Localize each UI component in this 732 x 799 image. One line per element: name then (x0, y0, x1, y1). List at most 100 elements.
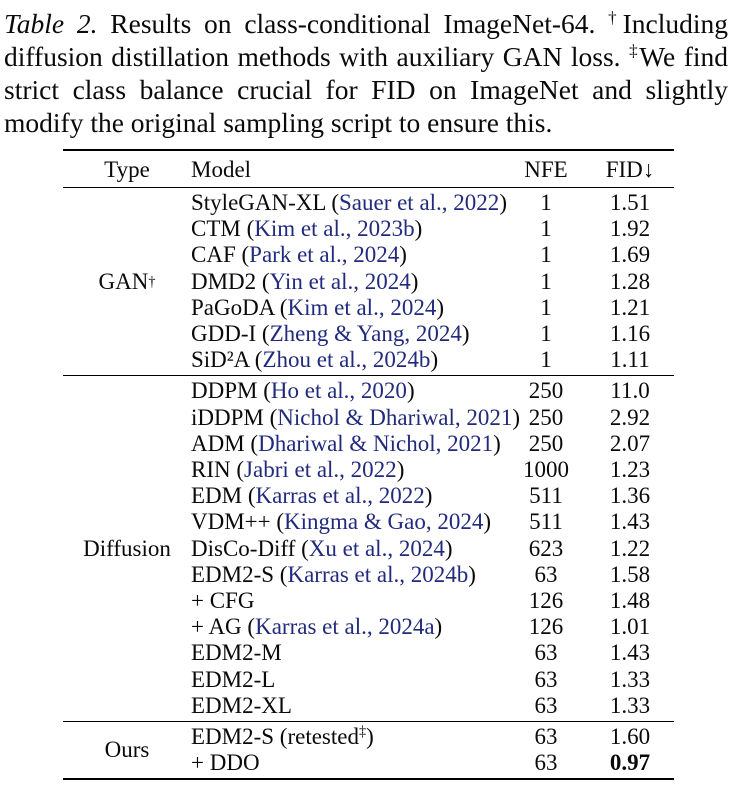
citation-link[interactable]: Ho et al., 2020 (270, 378, 407, 404)
model-name-close: ) (424, 483, 433, 509)
fid-value: 1.58 (609, 561, 651, 587)
nfe-value: 1 (540, 190, 552, 215)
nfe-value: 250 (528, 430, 564, 456)
type-label: Ours (63, 724, 191, 776)
fid-value: 1.92 (609, 216, 651, 242)
model-cell: + AG (Karras et al., 2024a) (191, 614, 506, 640)
nfe-value: 250 (528, 378, 564, 404)
table-row: SiD²A (Zhou et al., 2024b) 1 1.11 (191, 347, 674, 373)
model-name: EDM2-L (191, 666, 276, 692)
citation-link[interactable]: Park et al., 2024 (249, 242, 400, 268)
fid-value: 1.36 (609, 483, 651, 509)
model-cell: RIN (Jabri et al., 2022) (191, 457, 506, 483)
nfe-value: 1000 (523, 457, 569, 483)
citation-link[interactable]: Karras et al., 2022 (255, 483, 425, 509)
model-name-close: ) (483, 509, 492, 535)
model-cell: VDM++ (Kingma & Gao, 2024) (191, 509, 506, 535)
table-row: DDPM (Ho et al., 2020) 250 11.0 (191, 378, 674, 404)
citation-link[interactable]: Zheng & Yang, 2024 (269, 321, 462, 347)
fid-value: 1.48 (609, 588, 651, 614)
type-label: Diffusion (63, 378, 191, 719)
model-name: DisCo-Diff ( (191, 535, 309, 561)
fid-value: 1.01 (609, 614, 651, 640)
model-cell: DDPM (Ho et al., 2020) (191, 378, 506, 404)
type-label-text: GAN (98, 268, 149, 294)
table-body: GAN † StyleGAN-XL (Sauer et al., 2022) 1 1.5… (63, 188, 674, 778)
table-row: StyleGAN-XL (Sauer et al., 2022) 1 1.51 (191, 190, 674, 216)
footnote-marker: ‡ (629, 40, 640, 60)
model-cell: DMD2 (Yin et al., 2024) (191, 269, 506, 295)
nfe-value: 1 (540, 294, 552, 320)
nfe-value: 511 (529, 483, 563, 509)
model-name-close: ) (512, 404, 521, 430)
model-name: EDM ( (191, 483, 256, 509)
fid-value: 1.28 (609, 268, 651, 294)
model-name: DMD2 ( (191, 268, 270, 294)
citation-link[interactable]: Zhou et al., 2024b (262, 347, 431, 373)
citation-link[interactable]: Kingma & Gao, 2024 (284, 509, 484, 535)
citation-link[interactable]: Kim et al., 2024 (287, 294, 437, 320)
model-name-close: ) (461, 321, 470, 347)
model-name: RIN ( (191, 457, 245, 483)
nfe-value: 126 (528, 588, 564, 614)
citation-link[interactable]: Yin et al., 2024 (269, 268, 411, 294)
section-rows: DDPM (Ho et al., 2020) 250 11.0 iDDPM (Nich… (191, 378, 674, 719)
caption-label: Table 2. (4, 8, 98, 39)
citation-link[interactable]: Jabri et al., 2022 (244, 457, 397, 483)
caption-text: Including diffusion distillation methods… (4, 8, 728, 72)
fid-value: 1.22 (609, 535, 651, 561)
model-cell: EDM2-M (191, 640, 506, 666)
model-cell: EDM2-S (Karras et al., 2024b) (191, 562, 506, 588)
caption-text: We find strict class balance crucial for… (4, 41, 729, 138)
table-section-gan: GAN † StyleGAN-XL (Sauer et al., 2022) 1 1.5… (63, 188, 674, 377)
section-rows: StyleGAN-XL (Sauer et al., 2022) 1 1.51 CTM… (191, 190, 674, 373)
model-name-close: ) (396, 457, 405, 483)
citation-link[interactable]: Karras et al., 2024a (255, 614, 435, 640)
model-name: + AG ( (191, 614, 256, 640)
citation-link[interactable]: Karras et al., 2024b (287, 561, 469, 587)
citation-link[interactable]: Xu et al., 2024 (308, 535, 445, 561)
model-cell: PaGoDA (Kim et al., 2024) (191, 295, 506, 321)
model-name-close: ) (444, 535, 453, 561)
model-name: CTM ( (191, 216, 255, 242)
citation-link[interactable]: Nichol & Dhariwal, 2021 (277, 404, 513, 430)
model-name-close: ) (468, 561, 476, 587)
table-row: + DDO 63 0.97 (191, 750, 674, 776)
citation-link[interactable]: Kim et al., 2023b (254, 216, 415, 242)
nfe-value: 1 (540, 268, 552, 294)
fid-value: 1.51 (609, 190, 651, 215)
citation-link[interactable]: Sauer et al., 2022 (338, 190, 500, 215)
model-cell: ADM (Dhariwal & Nichol, 2021) (191, 431, 506, 457)
nfe-value: 63 (534, 692, 558, 718)
model-name-close: ) (493, 430, 501, 456)
model-name: DDPM ( (191, 378, 271, 404)
model-name-close: ) (436, 294, 444, 320)
table-row: RIN (Jabri et al., 2022) 1000 1.23 (191, 457, 674, 483)
model-name-close: ) (406, 378, 415, 404)
footnote-marker: ‡ (359, 723, 367, 740)
fid-value: 1.43 (609, 509, 651, 535)
table-section-ours: Ours EDM2-S (retested‡) 63 1.60 + DDO 63 0.97 (63, 722, 674, 778)
fid-value: 1.60 (609, 724, 651, 750)
nfe-value: 126 (528, 614, 564, 640)
fid-value: 0.97 (609, 750, 651, 776)
citation-link[interactable]: Dhariwal & Nichol, 2021 (258, 430, 494, 456)
type-label: GAN † (98, 268, 156, 294)
model-name-close: ) (410, 268, 419, 294)
table-section-diffusion: Diffusion DDPM (Ho et al., 2020) 250 11.0 iD… (63, 376, 674, 723)
table-row: VDM++ (Kingma & Gao, 2024) 511 1.43 (191, 509, 674, 535)
footnote-marker: † (608, 7, 623, 27)
model-name: EDM2-S (retested (191, 724, 359, 750)
model-name-close: ) (399, 242, 407, 268)
model-name-close: ) (499, 190, 507, 215)
nfe-value: 1 (540, 321, 552, 347)
nfe-value: 623 (528, 535, 564, 561)
col-header-type: Type (104, 157, 150, 182)
model-name: EDM2-S ( (191, 561, 288, 587)
nfe-value: 1 (540, 216, 552, 242)
model-cell: EDM2-S (retested‡) (191, 724, 506, 750)
fid-value: 11.0 (610, 378, 650, 404)
model-name: iDDPM ( (191, 404, 278, 430)
fid-value: 2.92 (609, 404, 651, 430)
model-name: CAF ( (191, 242, 250, 268)
